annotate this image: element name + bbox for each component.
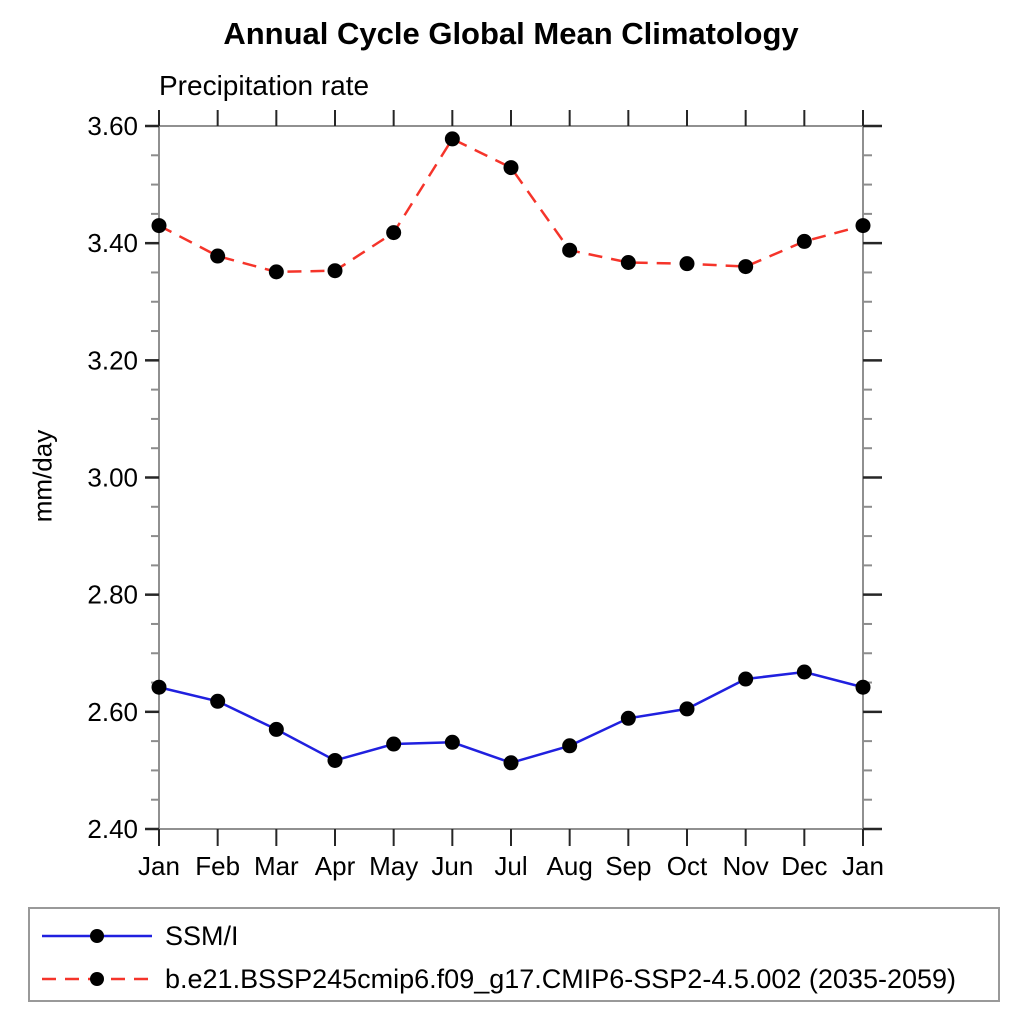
legend-sample-line-1 — [42, 972, 152, 986]
svg-text:Aug: Aug — [547, 851, 593, 881]
legend-item-model: b.e21.BSSP245cmip6.f09_g17.CMIP6-SSP2-4.… — [30, 961, 956, 997]
svg-text:Mar: Mar — [254, 851, 299, 881]
svg-text:2.60: 2.60 — [87, 697, 138, 727]
svg-text:May: May — [369, 851, 418, 881]
svg-text:Apr: Apr — [315, 851, 356, 881]
svg-text:Feb: Feb — [195, 851, 240, 881]
svg-text:2.80: 2.80 — [87, 580, 138, 610]
legend: SSM/I b.e21.BSSP245cmip6.f09_g17.CMIP6-S… — [28, 907, 1000, 1002]
svg-text:Sep: Sep — [605, 851, 651, 881]
svg-text:Jan: Jan — [842, 851, 884, 881]
svg-text:Oct: Oct — [667, 851, 708, 881]
chart-subtitle: Precipitation rate — [159, 70, 370, 101]
legend-label-ssmi: SSM/I — [165, 920, 239, 951]
legend-sample-line-0 — [42, 929, 152, 943]
svg-text:Jan: Jan — [138, 851, 180, 881]
svg-text:Dec: Dec — [781, 851, 827, 881]
svg-text:Nov: Nov — [723, 851, 769, 881]
svg-text:Jun: Jun — [431, 851, 473, 881]
chart-title: Annual Cycle Global Mean Climatology — [223, 16, 799, 51]
legend-item-ssmi: SSM/I — [30, 918, 239, 954]
svg-text:3.40: 3.40 — [87, 228, 138, 258]
svg-text:3.20: 3.20 — [87, 345, 138, 375]
svg-text:Jul: Jul — [494, 851, 527, 881]
plot-area: 2.40 2.60 2.80 3.00 3.20 3.40 3.60 Jan Feb Mar Apr… — [87, 110, 884, 881]
svg-text:3.00: 3.00 — [87, 463, 138, 493]
svg-text:2.40: 2.40 — [87, 814, 138, 844]
legend-label-model: b.e21.BSSP245cmip6.f09_g17.CMIP6-SSP2-4.… — [165, 963, 957, 994]
svg-text:3.60: 3.60 — [87, 111, 138, 141]
